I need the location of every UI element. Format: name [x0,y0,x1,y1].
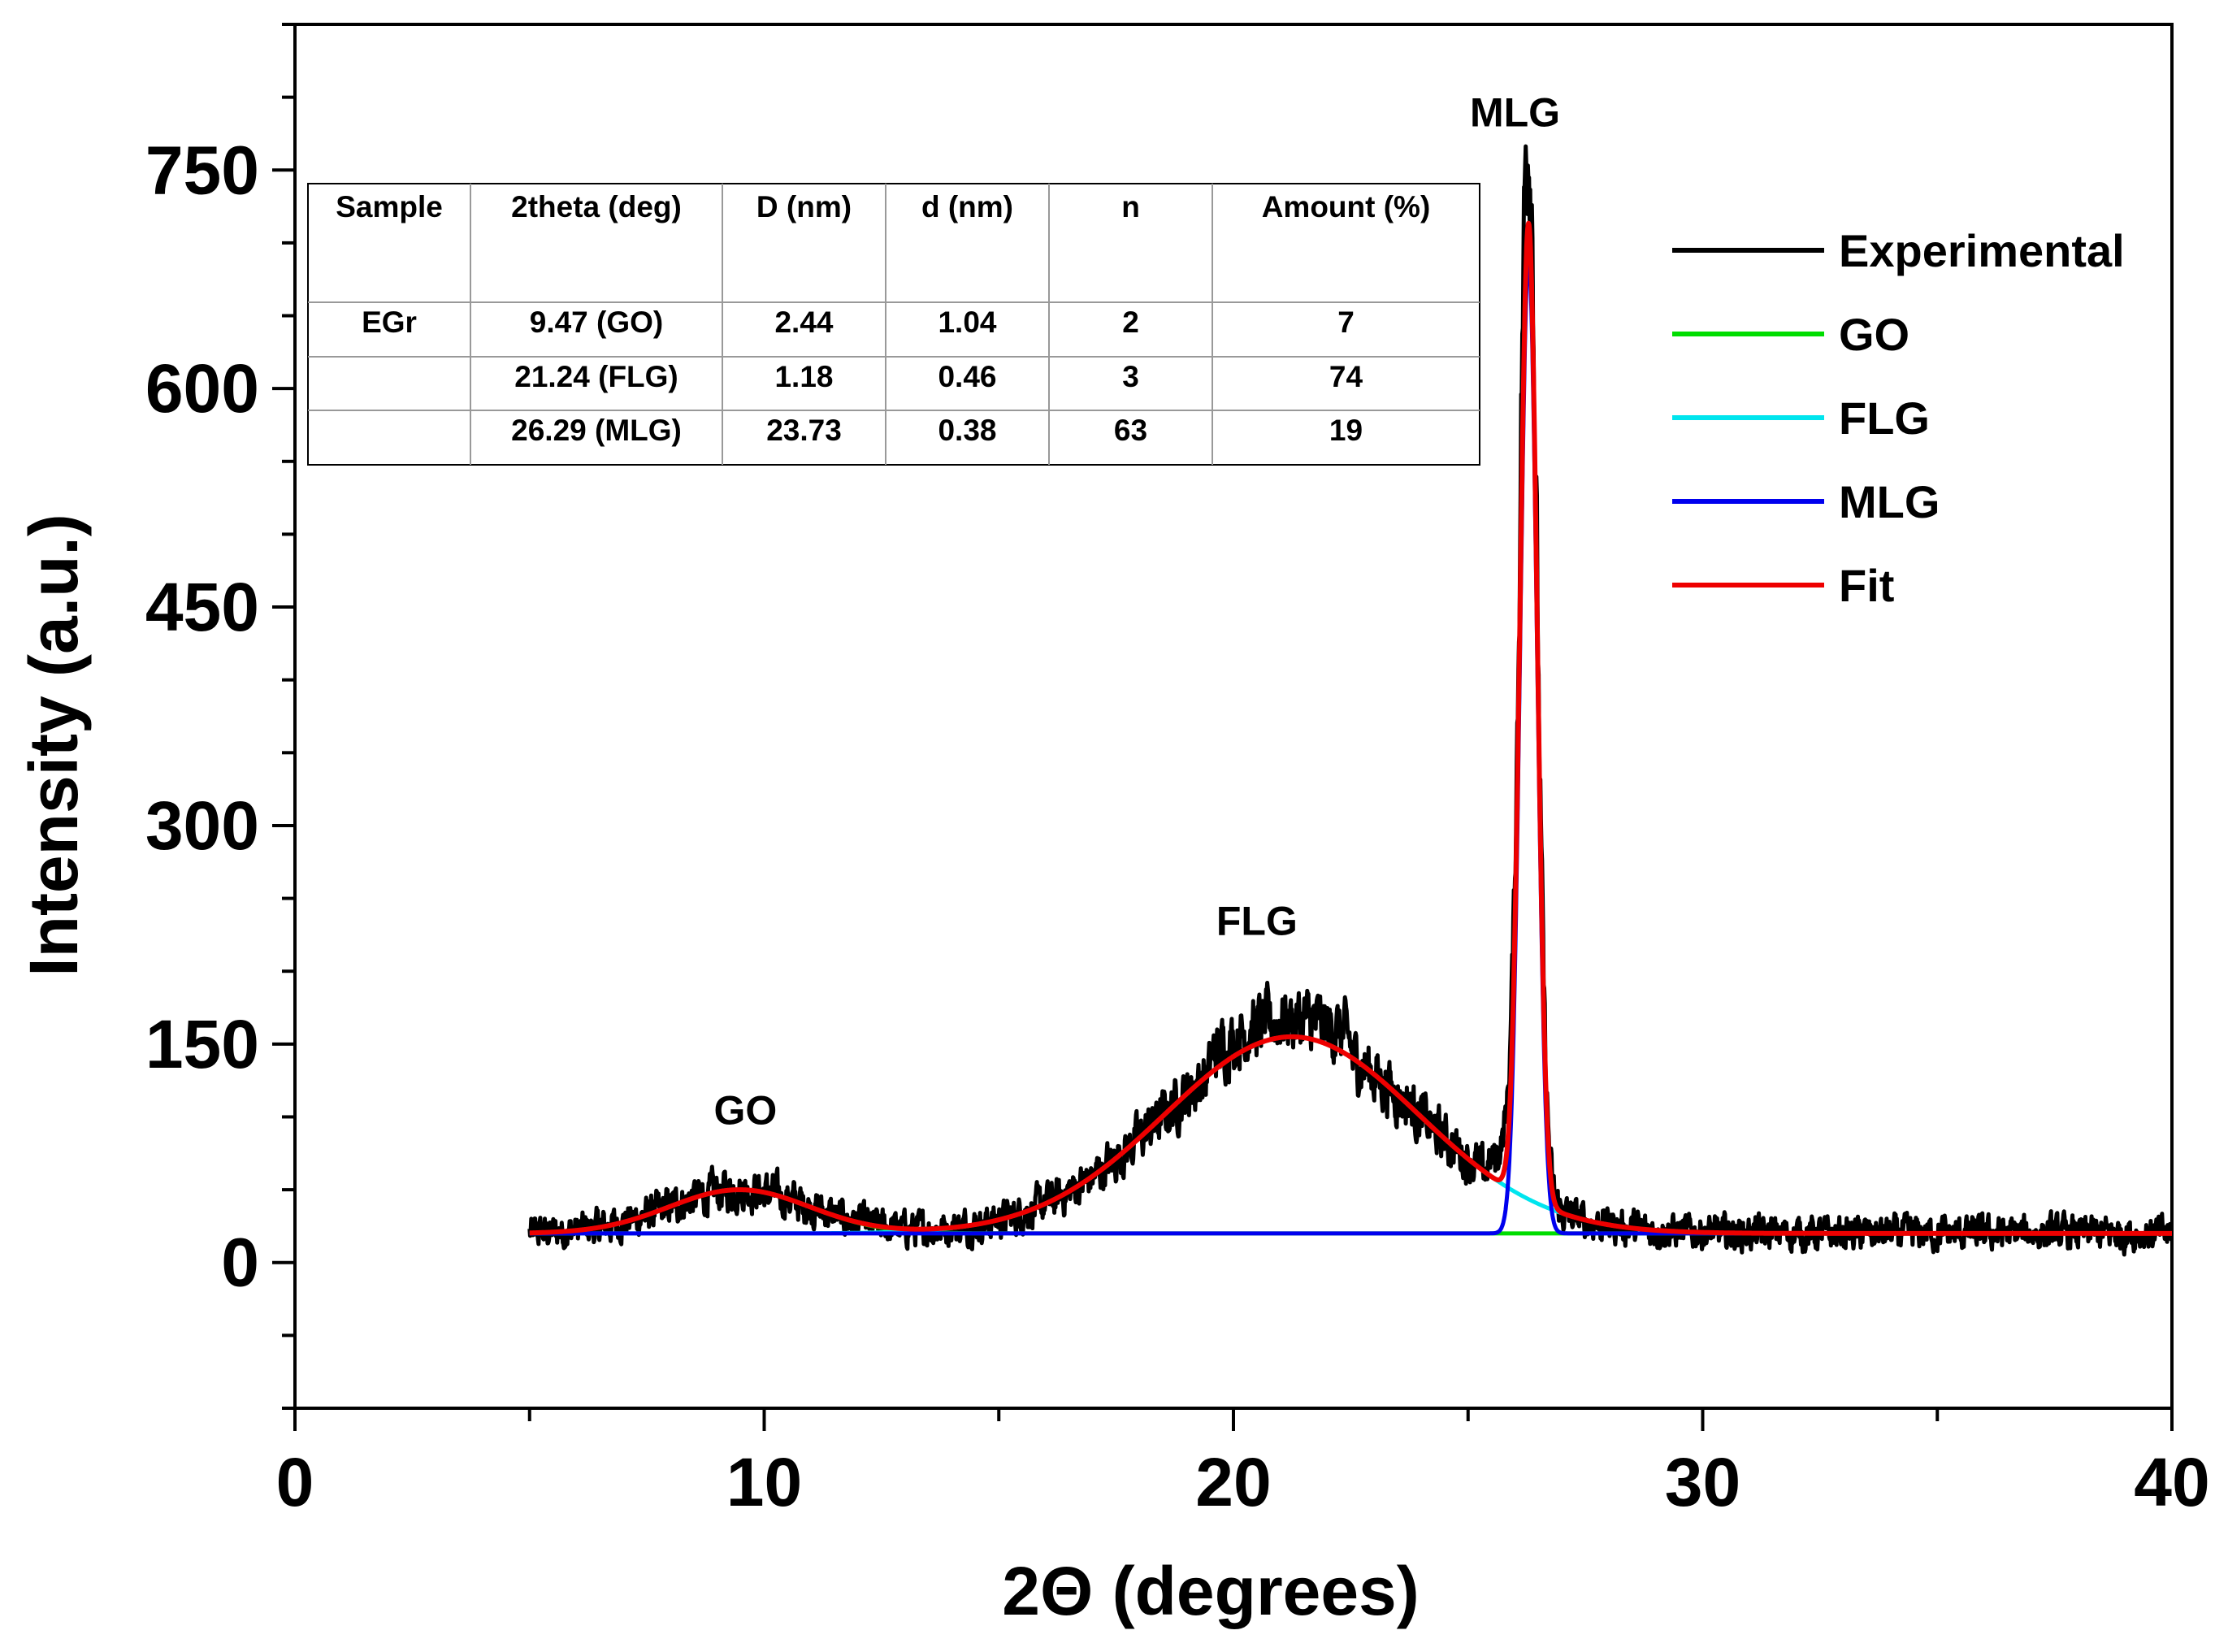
table-header-cell: Sample [336,190,443,223]
y-tick-label: 600 [145,350,259,427]
peak-annotations: GO FLG MLG [714,89,1561,1133]
series-layer [527,144,2174,1257]
table-cell: 63 [1114,414,1147,447]
x-tick-label: 10 [726,1444,802,1520]
x-tick-label: 40 [2134,1444,2209,1520]
table-border [307,183,1480,466]
table-cell: 19 [1329,414,1363,447]
table-header-cell: Amount (%) [1262,190,1431,223]
legend-label-flg: FLG [1839,392,1930,444]
table-cell: 0.46 [938,360,996,393]
table-cell: 7 [1337,306,1355,339]
table-cell: 23.73 [766,414,842,447]
peak-label-mlg: MLG [1470,89,1560,135]
legend-label-mlg: MLG [1839,476,1940,527]
x-tick-label: 30 [1665,1444,1740,1520]
table-cell: 2 [1122,306,1139,339]
legend-label-go: GO [1839,309,1909,360]
table-cell: 1.04 [938,306,996,339]
table-cell: 26.29 (MLG) [511,414,682,447]
table-cell: 21.24 (FLG) [514,360,678,393]
axes-layer: 0 150 300 450 600 750 0 10 20 30 40 [145,23,2210,1520]
y-axis-title: Intensity (a.u.) [15,514,92,976]
legend-label-fit: Fit [1839,560,1894,611]
x-tick-label: 0 [276,1444,314,1520]
table-cell: 3 [1122,360,1139,393]
x-tick-label: 20 [1195,1444,1271,1520]
series-fit [527,220,2174,1236]
y-tick-label: 450 [145,569,259,645]
table-cell: 1.18 [774,360,833,393]
table-header-cell: D (nm) [756,190,852,223]
table-header-cell: 2theta (deg) [511,190,682,223]
y-tick-label: 0 [221,1225,259,1301]
table-cell: EGr [362,306,417,339]
y-tick-label: 750 [145,132,259,208]
table-cell: 2.44 [774,306,833,339]
x-axis-title: 2Θ (degrees) [1002,1553,1420,1629]
legend: Experimental GO FLG MLG Fit [1672,225,2125,611]
y-tick-label: 300 [145,787,259,864]
table-header-cell: n [1121,190,1140,223]
peak-label-go: GO [714,1087,778,1133]
legend-label-experimental: Experimental [1839,225,2125,276]
results-table: Sample 2theta (deg) D (nm) d (nm) n Amount (%… [307,183,1480,466]
series-experimental [527,144,2174,1257]
table-header-cell: d (nm) [921,190,1013,223]
peak-label-flg: FLG [1216,898,1298,943]
y-tick-label: 150 [145,1006,259,1082]
table-cell: 9.47 (GO) [530,306,664,339]
table-cell: 0.38 [938,414,996,447]
table-cell: 74 [1329,360,1363,393]
